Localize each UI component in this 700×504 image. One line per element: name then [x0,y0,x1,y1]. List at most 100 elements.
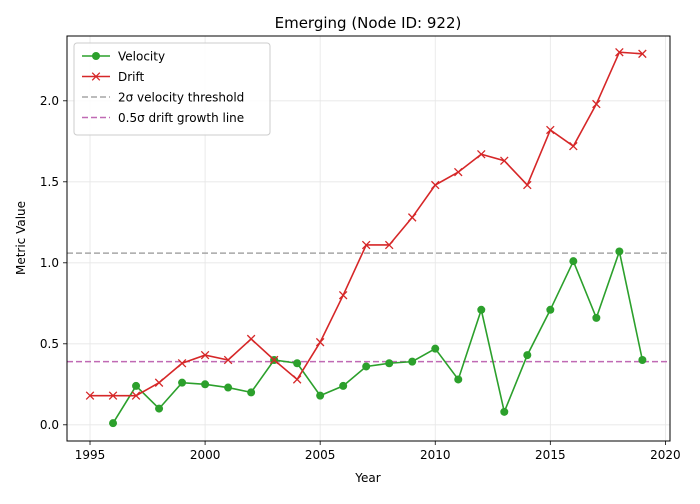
data-point-stroke [154,378,164,387]
data-point [430,180,440,190]
y-tick-label: 1.5 [40,175,59,189]
data-point [592,99,601,109]
x-tick-label: 2005 [305,448,336,462]
data-point-stroke [523,180,532,190]
data-point-stroke [91,72,101,81]
grid [67,36,670,441]
data-point [407,213,417,222]
data-point-stroke [477,150,486,159]
data-point [91,72,101,81]
data-point [638,356,647,364]
data-point-stroke [292,375,302,384]
plot-frame [66,35,671,442]
data-point-stroke [85,391,95,400]
data-point [408,357,417,366]
x-tick-label: 2015 [535,448,566,462]
data-point [269,355,279,365]
data-point [384,240,394,250]
legend-box [73,42,271,136]
data-point [339,381,348,390]
data-point-stroke [407,213,417,222]
data-point [385,359,394,368]
data-point [638,49,647,59]
legend-label: Drift [118,70,145,84]
x-axis-label: Year [354,471,380,485]
data-point [477,150,486,159]
data-point [431,344,440,353]
data-point-stroke [592,99,601,109]
data-point [453,167,463,177]
data-point [131,391,141,400]
data-point-stroke [569,141,578,151]
data-point-stroke [131,391,141,400]
chart-title: Emerging (Node ID: 922) [275,14,462,32]
data-point [615,247,624,256]
legend: Velocity Drift 2σ velocity threshold 0.5σ d… [73,42,271,136]
data-point [546,305,555,314]
data-point-stroke [546,125,555,135]
y-axis-label: Metric Value [14,201,28,275]
data-point [546,125,555,135]
data-point-stroke [638,49,647,59]
data-point [500,407,509,416]
data-point-stroke [615,47,624,57]
legend-label: 2σ velocity threshold [118,91,244,105]
reference-lines [67,252,670,363]
series-group [85,47,647,428]
legend-item: Velocity [82,50,165,64]
data-point [316,391,325,400]
data-point [362,362,371,371]
data-point [293,359,302,368]
data-point [569,257,578,266]
legend-label: 0.5σ drift growth line [118,111,244,125]
data-point [523,351,532,360]
y-tick-label: 2.0 [40,94,59,108]
data-point [178,378,187,387]
legend-label: Velocity [118,50,165,64]
data-point-stroke [108,391,118,400]
data-point [154,378,164,387]
data-point [92,52,100,60]
y-tick-label: 0.5 [40,337,59,351]
data-point [200,350,210,360]
data-point [109,419,118,428]
x-tick-label: 2010 [420,448,451,462]
x-tick-label: 2000 [190,448,221,462]
series-velocity [109,247,647,428]
data-point-stroke [338,290,348,300]
data-point [223,355,233,365]
data-point [247,388,256,397]
data-point [454,375,463,384]
data-point-stroke [223,355,233,365]
y-tick-label: 1.0 [40,256,59,270]
data-point-stroke [246,334,256,344]
y-tick-label: 0.0 [40,418,59,432]
data-point-stroke [361,240,371,250]
data-point-stroke [315,337,325,347]
data-point [338,290,348,300]
data-point [85,391,95,400]
data-point [224,383,233,392]
data-point [500,156,509,165]
x-tick-label: 2020 [650,448,681,462]
series-drift [85,47,647,400]
data-point [315,337,325,347]
data-point [292,375,302,384]
data-point [523,180,532,190]
data-point-stroke [453,167,463,177]
data-point-stroke [269,355,279,365]
x-tick-label: 1995 [75,448,106,462]
legend-item: 0.5σ drift growth line [82,111,244,125]
data-point-stroke [177,358,187,368]
data-point-stroke [430,180,440,190]
data-point-stroke [200,350,210,360]
data-point [155,404,164,413]
legend-item: 2σ velocity threshold [82,91,244,105]
data-point [201,380,210,389]
data-point [569,141,578,151]
data-point [592,313,601,322]
data-point [177,358,187,368]
data-point [615,47,624,57]
data-point [246,334,256,344]
